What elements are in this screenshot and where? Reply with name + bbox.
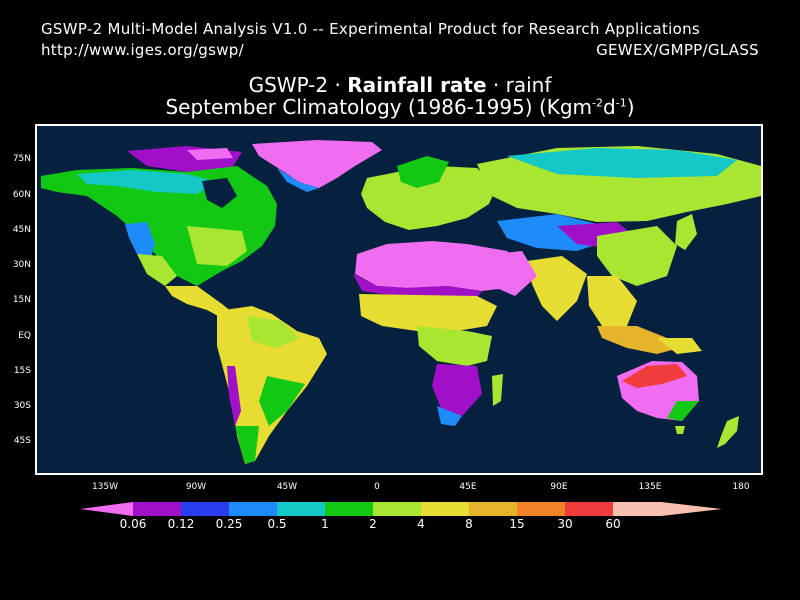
region-southeast-asia <box>587 276 637 326</box>
region-arctic-islands-2 <box>187 148 233 160</box>
region-indonesia <box>597 326 687 354</box>
region-patagonia <box>235 426 259 464</box>
colorbar-segment <box>277 502 325 516</box>
colorbar-segment <box>421 502 469 516</box>
colorbar <box>80 502 722 516</box>
region-tasmania <box>675 426 685 434</box>
region-us-east <box>187 226 247 266</box>
colorbar-label: 0.25 <box>215 517 243 531</box>
world-map <box>41 140 761 464</box>
region-sahara-edge <box>353 274 482 298</box>
colorbar-segment <box>517 502 565 516</box>
region-new-zealand <box>717 416 739 448</box>
lat-tick-label: 60N <box>12 190 31 200</box>
colorbar-label: 8 <box>465 517 473 531</box>
region-africa-south <box>432 364 482 416</box>
region-australia-southeast <box>667 401 699 421</box>
lat-tick-label: 75N <box>12 154 31 164</box>
region-africa-central <box>417 326 492 366</box>
subtitle-sup1: -2 <box>592 96 604 110</box>
lat-tick-label: 15S <box>13 366 31 376</box>
lat-tick-label: 15N <box>12 295 31 305</box>
lat-tick-label: 45S <box>13 436 31 446</box>
region-australia-north <box>622 364 687 388</box>
subtitle-mid: d <box>603 95 616 119</box>
region-siberia-north <box>507 148 737 178</box>
colorbar-segment <box>613 502 661 516</box>
region-amazon <box>247 316 299 348</box>
region-canada-north <box>77 170 217 194</box>
colorbar-label: 15 <box>509 517 525 531</box>
colorbar-segment <box>469 502 517 516</box>
colorbar-label: 0.5 <box>267 517 287 531</box>
title-prefix: GSWP-2 · <box>248 73 348 97</box>
subtitle-main: September Climatology (1986-1995) (Kgm <box>165 95 593 119</box>
region-south-america-east <box>259 376 305 426</box>
lon-tick-label: 45W <box>276 482 298 492</box>
region-greenland <box>252 140 382 188</box>
map-subtitle: September Climatology (1986-1995) (Kgm-2… <box>0 95 800 119</box>
colorbar-label: 0.06 <box>119 517 147 531</box>
colorbar-label: 4 <box>417 517 425 531</box>
lon-tick-label: 135E <box>638 482 662 492</box>
colorbar-segment <box>325 502 373 516</box>
region-arabia <box>477 251 537 296</box>
region-hudson-bay <box>202 178 237 208</box>
colorbar-segment <box>229 502 277 516</box>
colorbar-label: 1 <box>321 517 329 531</box>
header-url[interactable]: http://www.iges.org/gswp/ <box>41 41 244 59</box>
subtitle-sup2: -1 <box>615 96 627 110</box>
region-india <box>527 256 587 321</box>
header-product-line: GSWP-2 Multi-Model Analysis V1.0 -- Expe… <box>41 20 701 38</box>
region-sahara <box>355 241 527 291</box>
colorbar-label: 2 <box>369 517 377 531</box>
region-us-west <box>125 222 155 264</box>
map-frame <box>35 124 763 475</box>
lat-tick-label: 45N <box>12 225 31 235</box>
region-greenland-coast <box>277 168 319 192</box>
lon-tick-label: 90W <box>185 482 207 492</box>
header-project: GEWEX/GMPP/GLASS <box>596 41 759 59</box>
colorbar-label: 60 <box>605 517 621 531</box>
region-japan <box>675 214 697 250</box>
region-madagascar <box>492 374 503 406</box>
lon-tick-label: 90E <box>550 482 568 492</box>
colorbar-segment <box>133 502 181 516</box>
region-africa-cape <box>437 406 462 426</box>
title-suffix: · rainf <box>486 73 552 97</box>
region-europe <box>361 166 497 230</box>
lat-tick-label: EQ <box>18 331 31 341</box>
region-africa-sahel <box>359 294 497 331</box>
lon-tick-label: 135W <box>91 482 119 492</box>
colorbar-label: 30 <box>557 517 573 531</box>
region-scandinavia <box>397 156 449 188</box>
colorbar-segment <box>181 502 229 516</box>
subtitle-close: ) <box>626 95 635 119</box>
colorbar-min-arrow <box>80 502 133 516</box>
lon-tick-label: 0 <box>374 482 380 492</box>
region-us-southwest <box>137 254 177 286</box>
lat-tick-label: 30S <box>13 401 31 411</box>
region-atacama <box>227 366 241 426</box>
lat-tick-label: 30N <box>12 260 31 270</box>
map-title: GSWP-2 · Rainfall rate · rainf <box>0 73 800 97</box>
region-new-guinea <box>657 338 702 354</box>
colorbar-label: 0.12 <box>167 517 195 531</box>
lon-tick-label: 180 <box>732 482 750 492</box>
colorbar-segment <box>373 502 421 516</box>
title-variable: Rainfall rate <box>347 73 487 97</box>
region-china <box>597 226 677 286</box>
colorbar-max-arrow <box>661 502 722 516</box>
colorbar-segment <box>565 502 613 516</box>
lon-tick-label: 45E <box>459 482 477 492</box>
